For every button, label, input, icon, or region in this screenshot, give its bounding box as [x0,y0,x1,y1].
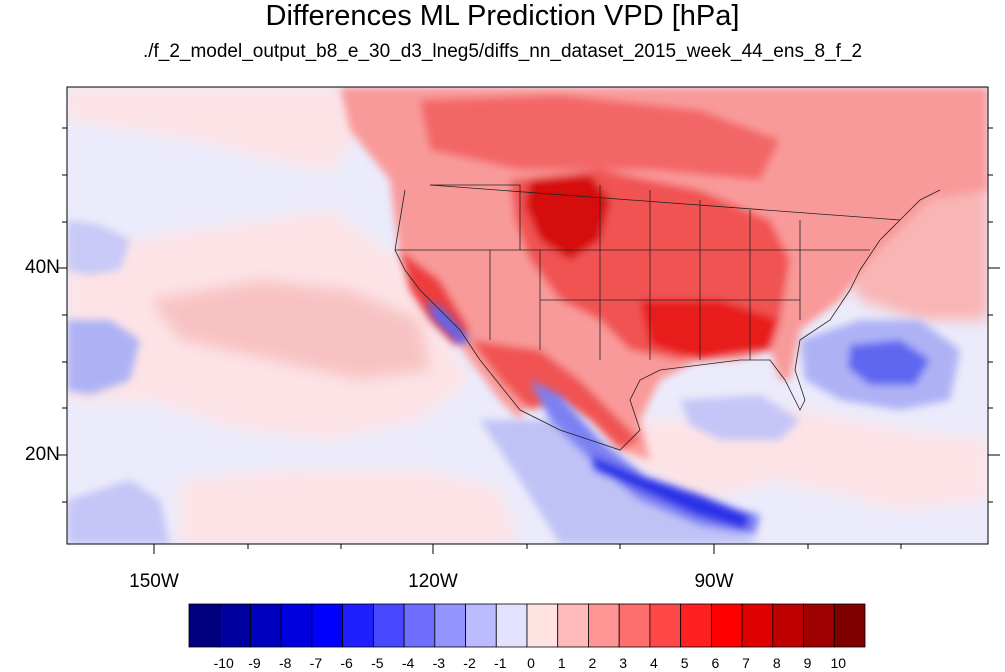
colorbar-box [741,603,774,648]
colorbar-tick-label: -7 [309,655,323,671]
colorbar-box [833,603,866,648]
colorbar-box [250,603,282,648]
colorbar-box [803,603,835,648]
lon-label-150w: 150W [129,571,179,592]
colorbar-box [557,603,589,648]
lon-label-120w: 120W [408,571,458,592]
colorbar-tick-label: -10 [213,655,234,671]
colorbar-box [403,603,436,648]
colorbar-tick-label: 9 [803,655,812,671]
colorbar-tick-label: 3 [619,655,628,671]
pink-region-north-pacific [67,87,360,170]
colorbar-tick-label: -5 [371,655,384,671]
pink-region-south-pacific [180,470,520,544]
colorbar-tick-label: 0 [527,655,535,671]
colorbar-tick-label: -3 [432,655,446,671]
colorbar-box [465,603,497,648]
lat-label-40n: 40N [25,257,60,278]
colorbar-box [618,603,651,648]
colorbar-box [495,603,528,648]
colorbar-tick-label: 6 [711,655,720,671]
colorbar-tick-label: -4 [401,655,415,671]
colorbar-tick-label: -9 [248,655,261,671]
map-title: Differences ML Prediction VPD [hPa] [265,0,740,32]
colorbar-tick-label: 10 [830,655,847,671]
colorbar-tick-label: -6 [340,655,353,671]
blue-strip-baja [425,300,470,345]
colorbar-box [649,603,682,648]
lon-label-90w: 90W [694,571,734,592]
coastline-lines [394,184,941,451]
colorbar-tick-label: -8 [278,655,292,671]
axis-ticks [57,127,1000,554]
blue-region-caribbean [680,395,800,440]
red-core-south [640,300,780,360]
blue-region-southwest [67,480,170,544]
colorbar-box [219,603,251,648]
colorbar-box [526,603,559,648]
pink-region-east-pacific [600,410,988,510]
colorbar-box [772,603,804,648]
deep-red-core [525,175,610,260]
colorbar-tick-label: 4 [650,655,658,671]
colorbar-box [188,603,221,648]
colorbar-box [280,603,313,648]
colorbar-tick-label: 8 [772,655,781,671]
lat-label-20n: 20N [25,444,60,465]
colorbar-tick-label: 2 [588,655,597,671]
blue-region-west-pacific [67,320,140,395]
colorbar-tick-label: 1 [557,655,566,671]
colorbar-box [588,603,620,648]
red-band-north [420,95,780,180]
colorbar-box [680,603,712,648]
colorbar-box [710,603,743,648]
colorbar-tick-label: 5 [680,655,689,671]
colorbar-tick-label: -2 [463,655,476,671]
salmon-band-pacific [150,280,430,380]
colorbar-box [372,603,405,648]
colorbar-box [311,603,344,648]
colorbar-box [342,603,374,648]
map-subtitle: ./f_2_model_output_b8_e_30_d3_lneg5/diff… [142,41,863,62]
colorbar-tick-label: 7 [742,655,750,671]
colorbar-tick-label: -1 [494,655,507,671]
blue-core-atlantic [848,340,930,385]
blue-region-northwest [67,220,130,275]
colorbar-box [434,603,466,648]
deep-blue-core-pacific [590,455,750,530]
